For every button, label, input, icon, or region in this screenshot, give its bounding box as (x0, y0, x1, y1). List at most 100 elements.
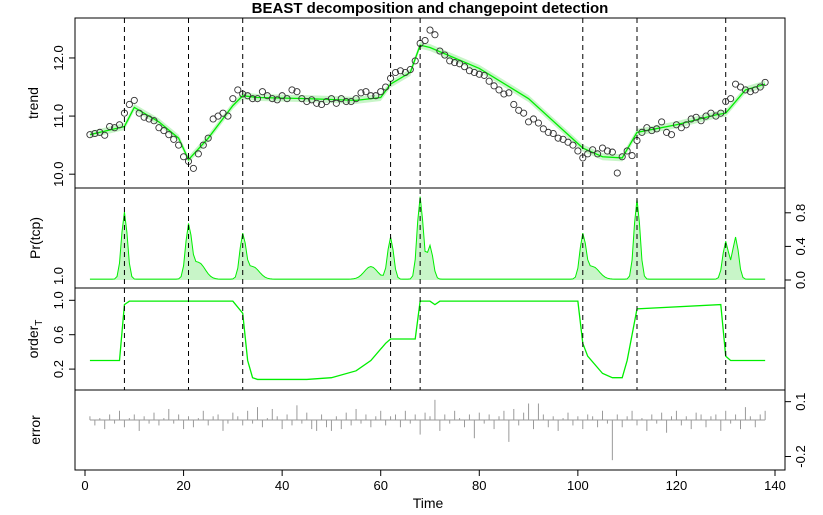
observation-point (431, 31, 439, 39)
x-tick-label: 100 (567, 478, 589, 493)
panel-prob (74, 187, 791, 289)
observation-point (258, 88, 266, 96)
observation-point (327, 95, 335, 103)
observation-point (352, 95, 360, 103)
observation-point (465, 67, 473, 75)
observation-point (194, 150, 202, 158)
x-tick-label: 60 (373, 478, 387, 493)
observation-point (608, 148, 616, 156)
observation-point (175, 141, 183, 149)
y-tick-label: 0.8 (793, 204, 808, 222)
observation-point (273, 96, 281, 104)
y-axis-label: trend (25, 87, 41, 119)
x-tick-label: 120 (666, 478, 688, 493)
observation-point (480, 71, 488, 79)
observation-point (199, 141, 207, 149)
observation-point (229, 95, 237, 103)
observation-point (653, 125, 661, 133)
x-axis-label: Time (413, 495, 444, 511)
observation-point (362, 88, 370, 96)
panel-frame (74, 17, 786, 189)
observation-point (475, 70, 483, 78)
x-tick-label: 0 (81, 478, 88, 493)
observation-point (613, 169, 621, 177)
observation-point (638, 128, 646, 136)
observation-point (539, 125, 547, 133)
observation-point (391, 68, 400, 77)
y-tick-label: 0.6 (51, 326, 66, 344)
observation-point (667, 131, 676, 139)
observation-point (224, 112, 232, 120)
panel-trend (69, 17, 786, 189)
observation-point (396, 67, 404, 75)
observation-point (589, 146, 597, 154)
observation-point (692, 113, 700, 121)
observation-point (101, 131, 109, 139)
observation-point (130, 96, 138, 104)
observation-point (529, 115, 538, 123)
observation-point (313, 99, 321, 107)
prob-area (89, 196, 766, 280)
observation-point (544, 128, 552, 136)
x-tick-label: 20 (176, 478, 190, 493)
observation-point (165, 131, 173, 139)
y-tick-label: -0.2 (793, 445, 808, 467)
observation-point (534, 119, 542, 127)
observation-point (106, 122, 114, 131)
observation-point (170, 135, 178, 143)
observation-point (115, 121, 124, 129)
observation-point (603, 147, 611, 155)
observation-point (441, 51, 449, 59)
observation-point (658, 118, 666, 126)
observation-point (86, 131, 94, 139)
panel-order (69, 287, 786, 391)
observation-point (756, 83, 764, 91)
observation-point (377, 88, 385, 96)
observation-point (382, 83, 390, 91)
observation-point (308, 96, 316, 104)
observation-point (746, 88, 754, 96)
observation-point (682, 121, 690, 129)
observation-point (490, 82, 498, 90)
y-tick-label: 11.0 (51, 104, 66, 128)
observation-point (594, 150, 602, 158)
observation-point (293, 88, 301, 96)
observation-point (288, 86, 296, 94)
y-axis-label: Pr(tcp) (27, 217, 43, 259)
trend-line (89, 44, 766, 161)
observation-point (160, 127, 168, 135)
observation-point (204, 134, 212, 142)
y-tick-label: 12.0 (51, 45, 66, 70)
x-tick-label: 80 (472, 478, 486, 493)
observation-point (554, 134, 562, 142)
observation-point (268, 95, 276, 103)
observation-point (145, 115, 153, 123)
observation-point (460, 63, 469, 71)
observation-point (125, 100, 133, 109)
observation-point (406, 66, 414, 74)
observation-point (436, 47, 444, 55)
observation-point (520, 109, 528, 117)
y-tick-label: 0.4 (793, 237, 808, 255)
observation-point (189, 164, 197, 172)
y-tick-label: 0.2 (51, 360, 66, 378)
observation-point (421, 36, 429, 45)
observation-point (618, 153, 626, 161)
observation-point (367, 92, 375, 100)
y-tick-label: 0.1 (793, 393, 808, 411)
panel-error (74, 389, 791, 471)
observation-point (234, 86, 242, 94)
observation-point (332, 99, 340, 107)
observation-point (761, 78, 769, 86)
observation-point (510, 100, 518, 109)
observation-point (91, 129, 99, 138)
observation-point (717, 109, 725, 117)
trend-band (89, 41, 766, 164)
observation-point (357, 89, 365, 97)
observation-point (372, 92, 380, 100)
y-axis-label: orderT (25, 320, 45, 359)
observation-point (549, 129, 557, 138)
prob-line (89, 196, 766, 280)
observation-point (135, 109, 143, 117)
